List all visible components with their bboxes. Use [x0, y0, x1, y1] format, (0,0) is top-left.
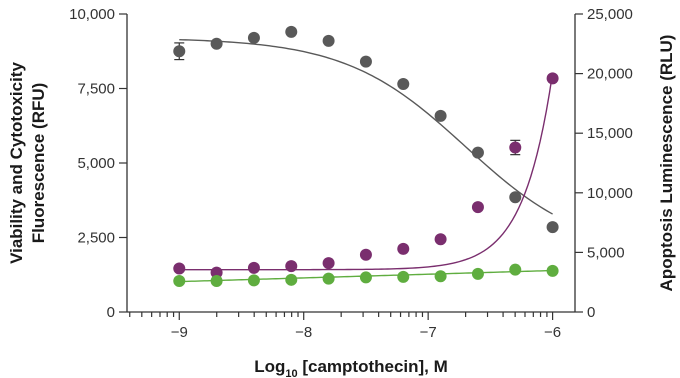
y-right-tick-label: 25,000	[587, 6, 633, 23]
x-axis-title: Log10 [camptothecin], M	[254, 357, 448, 378]
x-tick-label: −6	[544, 324, 561, 341]
data-point-series-1	[471, 146, 484, 159]
x-tick-label: −8	[295, 324, 312, 341]
fit-curve-series-1	[179, 38, 553, 215]
data-point-series-1	[322, 34, 335, 47]
data-point-series-1	[285, 25, 298, 38]
data-point-series-1	[247, 31, 260, 44]
data-point-series-3	[546, 264, 559, 277]
fit-curves	[179, 38, 554, 283]
data-point-series-2	[247, 261, 260, 274]
y-left-tick-label: 10,000	[69, 6, 115, 23]
y-right-tick-label: 10,000	[587, 185, 633, 202]
y-right-tick-label: 20,000	[587, 66, 633, 83]
data-point-series-2	[359, 248, 372, 261]
data-point-series-1	[359, 55, 372, 68]
data-point-series-1	[173, 45, 186, 58]
data-point-series-2	[546, 72, 559, 85]
data-point-series-1	[210, 37, 223, 50]
y-left-tick-label: 5,000	[77, 155, 115, 172]
right-y-axis-title: Apoptosis Luminescence (RLU)	[657, 35, 676, 292]
data-point-series-2	[210, 266, 223, 279]
data-point-series-2	[322, 257, 335, 270]
data-point-series-3	[509, 263, 522, 276]
y-left-tick-label: 7,500	[77, 81, 115, 98]
x-tick-label: −7	[420, 324, 437, 341]
data-point-series-2	[434, 233, 447, 246]
left-y-axis-title-line2: Fluorescence (RFU)	[29, 83, 48, 244]
x-tick-label: −9	[171, 324, 188, 341]
fit-curve-series-2	[179, 72, 554, 271]
y-left-tick-label: 2,500	[77, 230, 115, 247]
data-point-series-2	[173, 262, 186, 275]
axes	[126, 14, 576, 313]
data-point-series-3	[434, 270, 447, 283]
data-point-series-3	[210, 275, 223, 288]
data-point-series-3	[173, 275, 186, 288]
data-point-series-3	[247, 274, 260, 287]
data-point-series-3	[397, 270, 410, 283]
ticks: −9 −8 −7 −6 0 2,500 5,000 7,500 10,000 0 5,000 10,0…	[69, 6, 633, 341]
left-y-axis-title-line1: Viability and Cytotoxicity	[7, 62, 26, 264]
data-point-series-3	[285, 273, 298, 286]
data-point-series-2	[285, 260, 298, 273]
data-point-series-1	[434, 109, 447, 122]
y-right-tick-label: 0	[587, 304, 595, 321]
y-right-tick-label: 15,000	[587, 125, 633, 142]
y-left-tick-label: 0	[107, 304, 115, 321]
data-point-series-2	[509, 141, 522, 154]
data-point-series-3	[322, 272, 335, 285]
data-point-series-1	[397, 78, 410, 91]
data-point-series-3	[471, 267, 484, 280]
data-points	[173, 25, 559, 288]
data-point-series-1	[546, 221, 559, 234]
data-point-series-2	[471, 201, 484, 214]
data-point-series-1	[509, 191, 522, 204]
data-point-series-2	[397, 242, 410, 255]
y-right-tick-label: 5,000	[587, 244, 625, 261]
data-point-series-3	[359, 271, 372, 284]
